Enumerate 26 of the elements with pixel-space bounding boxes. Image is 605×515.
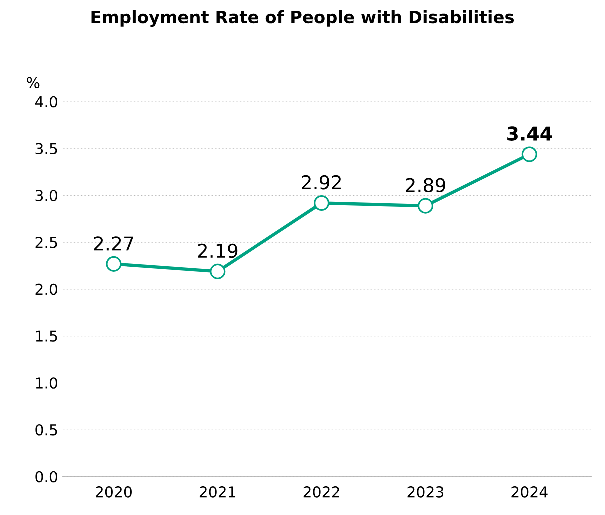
x-tick-label: 2022 — [304, 486, 340, 498]
point — [314, 195, 330, 212]
point — [418, 198, 434, 214]
data-label: 2.19 — [198, 244, 238, 258]
data-label: 2.92 — [302, 175, 341, 190]
data-label: 2.27 — [94, 236, 134, 251]
y-tick-label: 4.0 — [35, 96, 58, 108]
point — [522, 146, 538, 162]
y-tick-label: 1.5 — [36, 330, 58, 342]
point — [106, 256, 122, 272]
y-tick-label: 3.5 — [36, 143, 58, 155]
x-tick-label: 2024 — [512, 486, 548, 498]
data-label: 2.89 — [406, 178, 446, 193]
y-tick-label: 2.5 — [36, 236, 58, 248]
y-tick-label: 0.5 — [36, 424, 58, 436]
x-tick-label: 2021 — [200, 486, 236, 498]
y-axis-title: % — [27, 77, 40, 88]
point — [210, 264, 226, 280]
chart-title: Employment Rate of People with Disabilities — [92, 10, 514, 28]
y-tick-label: 3.0 — [36, 190, 58, 202]
data-label: 3.44 — [508, 126, 552, 141]
y-tick-label: 2.0 — [36, 284, 58, 296]
y-tick-label: 1.0 — [36, 378, 58, 389]
x-tick-label: 2023 — [408, 486, 444, 498]
x-tick-label: 2020 — [96, 486, 132, 498]
y-tick-label: 0.0 — [36, 471, 58, 483]
